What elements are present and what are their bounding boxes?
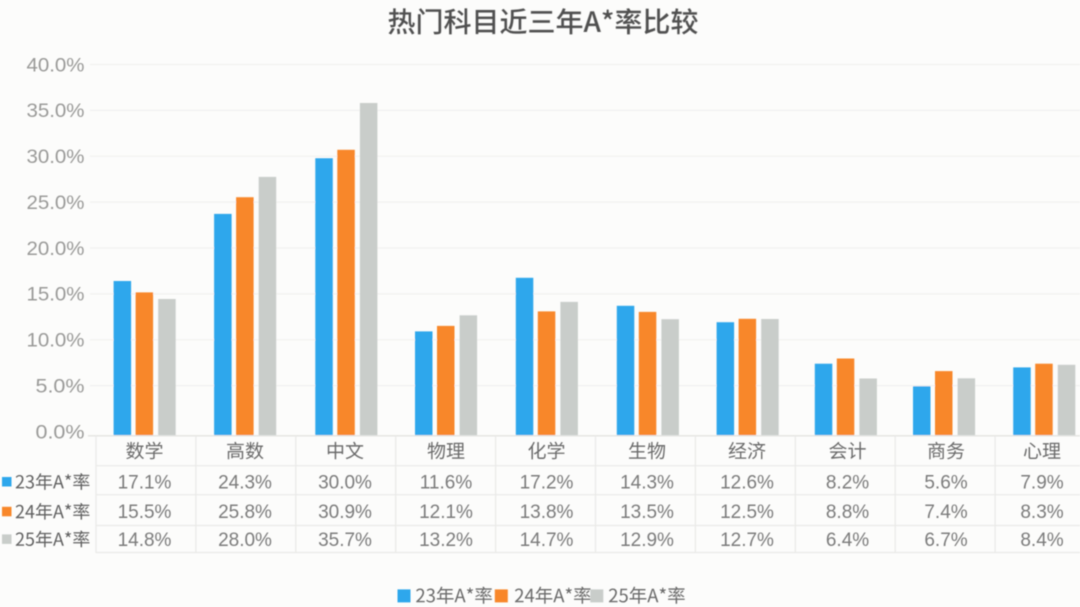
svg-text:6.7%: 6.7% bbox=[924, 530, 967, 551]
svg-text:14.7%: 14.7% bbox=[520, 530, 574, 551]
svg-text:12.6%: 12.6% bbox=[720, 472, 774, 493]
svg-text:7.4%: 7.4% bbox=[924, 502, 967, 523]
svg-text:15.5%: 15.5% bbox=[118, 502, 172, 523]
svg-text:35.0%: 35.0% bbox=[27, 101, 85, 122]
svg-text:30.9%: 30.9% bbox=[318, 502, 372, 523]
svg-text:28.0%: 28.0% bbox=[218, 530, 272, 551]
svg-text:6.4%: 6.4% bbox=[826, 530, 869, 551]
svg-text:25.0%: 25.0% bbox=[27, 193, 85, 214]
svg-text:11.6%: 11.6% bbox=[420, 472, 473, 493]
svg-text:5.6%: 5.6% bbox=[924, 472, 967, 493]
svg-text:12.5%: 12.5% bbox=[720, 502, 774, 523]
svg-text:12.1%: 12.1% bbox=[419, 502, 473, 523]
svg-text:10.0%: 10.0% bbox=[27, 331, 85, 352]
svg-text:30.0%: 30.0% bbox=[318, 472, 372, 493]
svg-text:20.0%: 20.0% bbox=[27, 239, 85, 260]
svg-text:14.3%: 14.3% bbox=[620, 472, 674, 493]
svg-text:13.5%: 13.5% bbox=[620, 502, 674, 523]
svg-text:17.1%: 17.1% bbox=[118, 472, 172, 493]
svg-text:8.2%: 8.2% bbox=[826, 472, 869, 493]
svg-text:15.0%: 15.0% bbox=[27, 285, 85, 306]
svg-text:0.0%: 0.0% bbox=[36, 422, 85, 443]
svg-text:5.0%: 5.0% bbox=[36, 376, 85, 397]
svg-text:7.9%: 7.9% bbox=[1020, 472, 1063, 493]
svg-text:24.3%: 24.3% bbox=[218, 472, 272, 493]
svg-text:17.2%: 17.2% bbox=[520, 472, 574, 493]
svg-text:30.0%: 30.0% bbox=[27, 147, 85, 168]
svg-text:12.7%: 12.7% bbox=[720, 530, 774, 551]
svg-text:14.8%: 14.8% bbox=[118, 530, 172, 551]
svg-text:8.3%: 8.3% bbox=[1020, 502, 1063, 523]
svg-text:35.7%: 35.7% bbox=[318, 530, 372, 551]
svg-text:8.8%: 8.8% bbox=[826, 502, 869, 523]
svg-text:40.0%: 40.0% bbox=[27, 55, 85, 76]
svg-text:12.9%: 12.9% bbox=[620, 530, 674, 551]
svg-text:13.2%: 13.2% bbox=[419, 530, 473, 551]
svg-text:25.8%: 25.8% bbox=[218, 502, 272, 523]
svg-text:8.4%: 8.4% bbox=[1020, 530, 1063, 551]
svg-text:13.8%: 13.8% bbox=[520, 502, 574, 523]
